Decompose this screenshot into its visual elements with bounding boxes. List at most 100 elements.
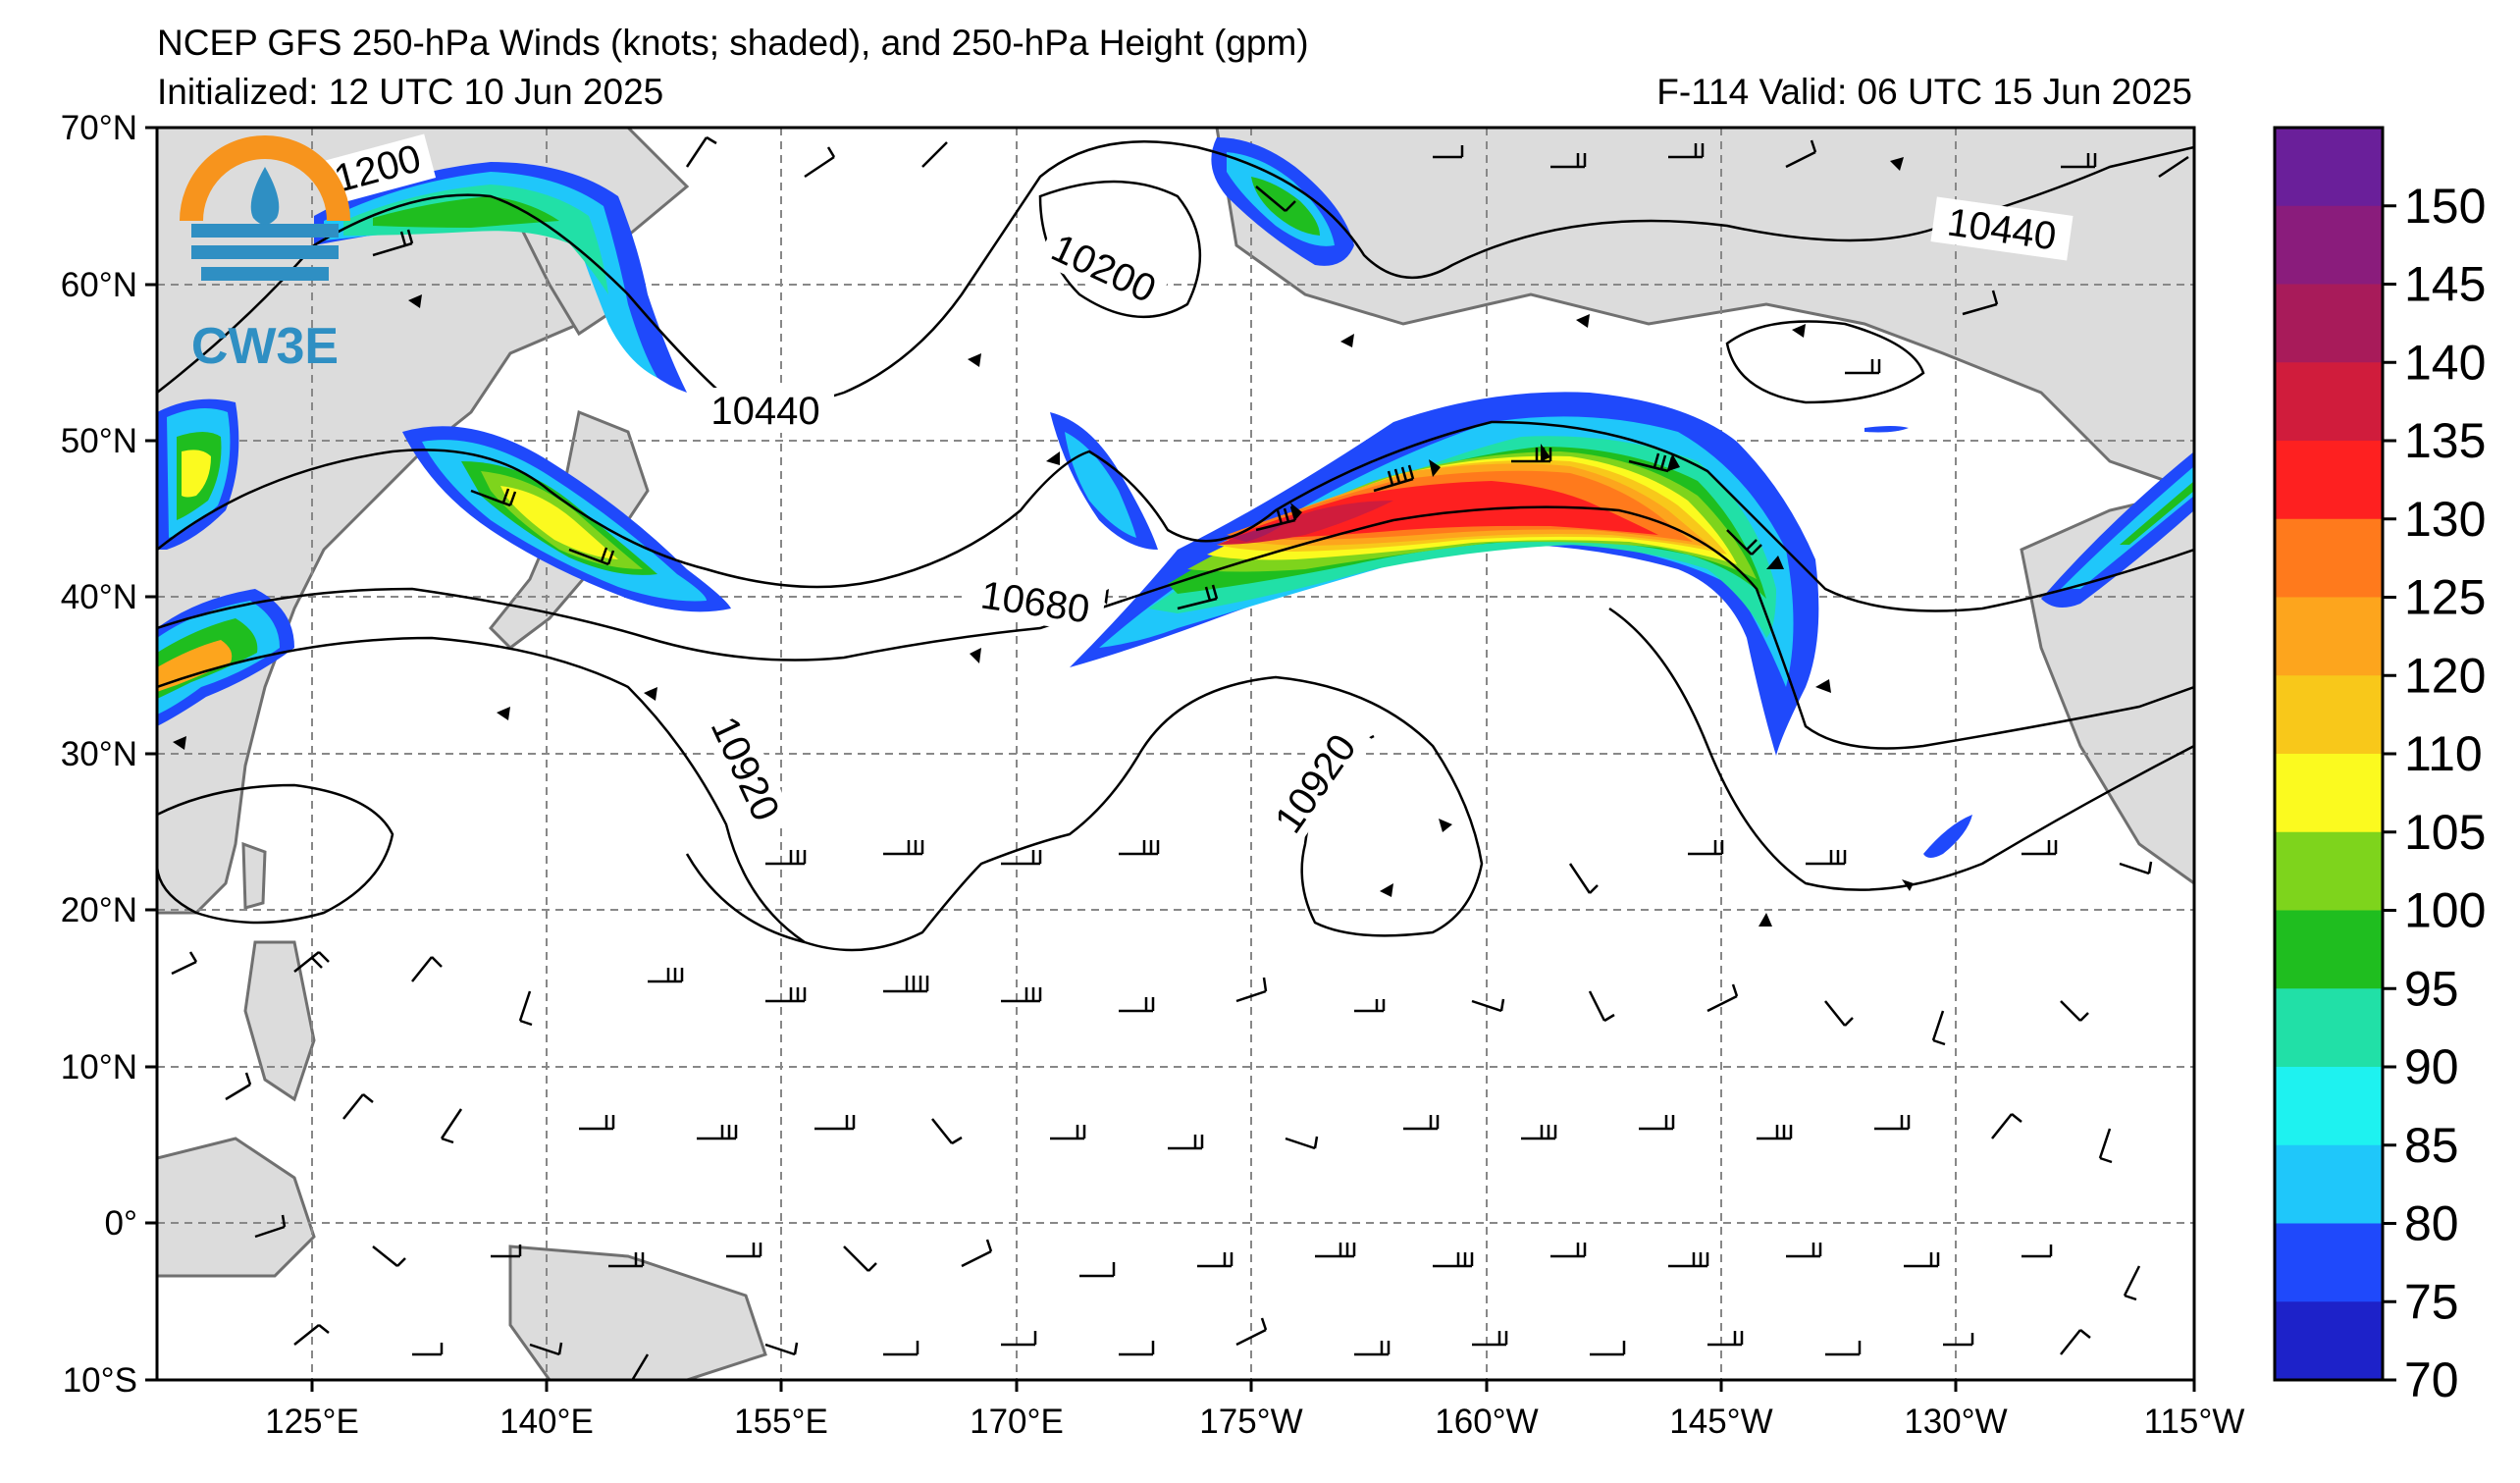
barb-row-1 [171, 951, 2089, 1046]
contour-10440-north [157, 140, 2194, 405]
colorbar-swatch [2275, 284, 2383, 363]
lat-label: 40°N [61, 578, 137, 616]
wind-pennants [173, 157, 1914, 927]
colorbar-swatch [2275, 1301, 2383, 1381]
colorbar-tick-label: 150 [2404, 179, 2486, 234]
lon-label: 175°W [1199, 1403, 1302, 1441]
map-title: NCEP GFS 250-hPa Winds (knots; shaded), … [157, 23, 1309, 63]
barb-row-2 [225, 1072, 2113, 1164]
colorbar-swatch [2275, 1067, 2383, 1146]
colorbar-swatch [2275, 128, 2383, 207]
logo-drop-icon [250, 167, 280, 225]
alaska-jet-green [1251, 177, 1320, 236]
lat-label: 10°N [61, 1048, 137, 1086]
lat-label: 70°N [61, 109, 137, 147]
colorbar-tick-label: 110 [2404, 726, 2483, 781]
barb-row-mid [765, 840, 2153, 894]
colorbar-swatch [2275, 597, 2383, 676]
lat-label: 10°S [63, 1361, 137, 1400]
colorbar-tick-label: 75 [2404, 1274, 2459, 1329]
colorbar-tick-label: 135 [2404, 413, 2486, 468]
lat-label: 30°N [61, 735, 137, 773]
contour-10680 [157, 420, 2194, 612]
colorbar-swatch [2275, 1223, 2383, 1302]
wind-shading [157, 137, 2194, 858]
cw3e-logo: CW3E [180, 135, 350, 375]
contour-label-10440-west: 10440 [710, 390, 819, 433]
central-blob-inner [1065, 432, 1136, 538]
colorbar: 150 145 140 135 130 125 120 110 105 100 95 90 85 80 75… [2273, 126, 2486, 1407]
colorbar-swatch [2275, 910, 2383, 989]
right-jet-green [2120, 481, 2194, 545]
latitude-labels: 70°N 60°N 50°N 40°N 30°N 20°N 10°N 0° 10… [61, 109, 137, 1400]
colorbar-tick-label: 105 [2404, 805, 2486, 860]
lon-label: 130°W [1904, 1403, 2007, 1441]
right-jet-blue [2041, 451, 2194, 608]
lat-label: 60°N [61, 266, 137, 304]
left-jet-upper-yellow [182, 450, 211, 498]
japan-jet-yellow [500, 486, 618, 559]
barb-row-3 [254, 1214, 2141, 1301]
colorbar-tick-label: 145 [2404, 257, 2486, 312]
right-jet-lightblue [2061, 466, 2194, 589]
colorbar-swatch [2275, 831, 2383, 911]
colorbar-swatch [2275, 1144, 2383, 1224]
axis-ticks [145, 126, 2196, 1392]
logo-text: CW3E [191, 318, 339, 375]
lat-label: 0° [105, 1204, 137, 1243]
logo-sun-arc [180, 135, 350, 222]
colorbar-tick-label: 130 [2404, 492, 2486, 547]
lon-label: 140°E [499, 1403, 594, 1441]
colorbar-swatches [2275, 128, 2383, 1381]
land-philippines [243, 940, 316, 1102]
colorbar-tick-label: 140 [2404, 335, 2486, 390]
colorbar-swatch [2275, 518, 2383, 598]
colorbar-tick-label: 100 [2404, 883, 2486, 938]
left-jet-lower-orange [157, 640, 233, 692]
lon-label: 115°W [2144, 1403, 2245, 1441]
lat-label: 20°N [61, 891, 137, 929]
map-panel: 1200 10200 10440 10440 10680 10920 10920… [157, 128, 2194, 1380]
height-contours [157, 140, 2194, 952]
land-borneo-newguinea [157, 1137, 316, 1278]
colorbar-swatch [2275, 441, 2383, 520]
contour-10800 [157, 505, 2194, 750]
contour-10920-west [157, 636, 1484, 952]
colorbar-tick-label: 90 [2404, 1039, 2459, 1094]
wind-barbs [171, 135, 2189, 1380]
tiny-blob [1864, 426, 1909, 433]
colorbar-swatch [2275, 754, 2383, 833]
lat-label: 50°N [61, 422, 137, 460]
contour-bottom [685, 853, 806, 944]
colorbar-labels: 150 145 140 135 130 125 120 110 105 100 95 90 85 80 75… [2404, 179, 2486, 1407]
valid-time: F-114 Valid: 06 UTC 15 Jun 2025 [1656, 72, 2192, 112]
contour-10200 [1038, 180, 1202, 319]
barb-row-jet [372, 185, 1999, 610]
colorbar-tick-label: 95 [2404, 961, 2459, 1016]
land-taiwan [241, 841, 267, 910]
barb-row-north [685, 135, 2189, 179]
lon-label: 125°E [265, 1403, 359, 1441]
lon-label: 160°W [1435, 1403, 1538, 1441]
contour-10920-east [1608, 607, 2194, 891]
lon-label: 155°E [734, 1403, 828, 1441]
barb-row-4 [293, 1317, 2091, 1380]
init-time: Initialized: 12 UTC 10 Jun 2025 [157, 72, 663, 112]
small-blob [1923, 815, 1972, 858]
colorbar-swatch [2275, 675, 2383, 755]
contour-high-gulf [1725, 320, 1925, 404]
colorbar-tick-label: 80 [2404, 1196, 2459, 1251]
lon-label: 170°E [970, 1403, 1064, 1441]
land-newguinea [508, 1245, 767, 1380]
colorbar-tick-label: 85 [2404, 1118, 2459, 1173]
colorbar-swatch [2275, 988, 2383, 1068]
colorbar-tick-label: 70 [2404, 1352, 2459, 1407]
colorbar-swatch [2275, 205, 2383, 285]
colorbar-tick-marks [2383, 204, 2396, 1382]
longitude-labels: 125°E 140°E 155°E 170°E 175°W 160°W 145°… [265, 1403, 2244, 1441]
lon-label: 145°W [1669, 1403, 1772, 1441]
colorbar-tick-label: 120 [2404, 648, 2486, 703]
colorbar-swatch [2275, 362, 2383, 442]
colorbar-tick-label: 125 [2404, 570, 2486, 625]
